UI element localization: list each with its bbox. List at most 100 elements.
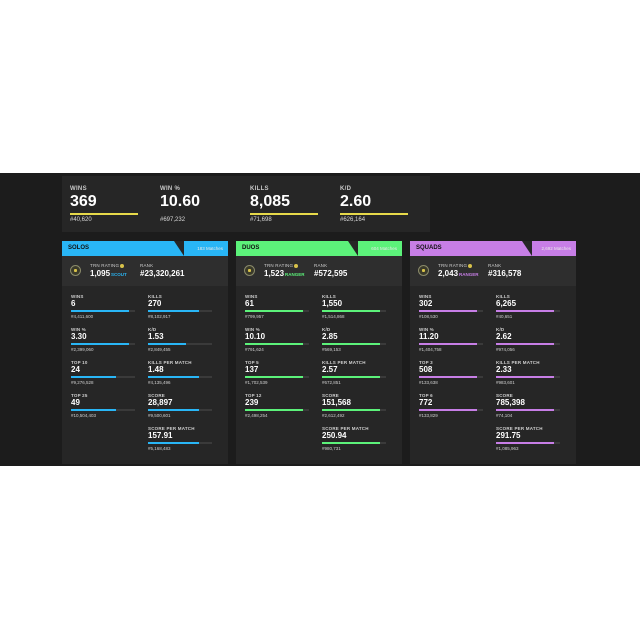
stat-label: WIN % — [419, 327, 434, 332]
stat-value: 239 — [245, 398, 259, 407]
stat-rank: #4,411,600 — [71, 314, 94, 319]
stat-label: WINS — [71, 294, 84, 299]
stat-label: KILLS — [148, 294, 162, 299]
stat-cell: WINS 302 #108,530 — [419, 294, 483, 319]
stat-label: SCORE — [496, 393, 514, 398]
stat-label: TOP 12 — [245, 393, 262, 398]
stat-progress-bar — [250, 213, 330, 215]
stat-progress-bar — [245, 310, 309, 312]
match-count: 604 Matches — [371, 246, 397, 251]
stat-progress-bar — [71, 409, 135, 411]
stat-cell: K/D 1.53 #2,849,455 — [148, 327, 212, 352]
header-notch — [522, 241, 532, 256]
help-icon[interactable] — [468, 263, 473, 268]
stat-cell: K/D 2.85 #569,153 — [322, 327, 386, 352]
help-icon[interactable] — [120, 263, 125, 268]
stat-progress-bar — [340, 213, 420, 215]
rank-label: RANK — [140, 263, 154, 268]
stat-value: 508 — [419, 365, 433, 374]
trn-rating-value: 1,523 — [264, 269, 285, 278]
stat-cell: SCORE 28,897 #9,500,601 — [148, 393, 212, 418]
stat-cell: TOP 3 508 #133,638 — [419, 360, 483, 385]
stat-progress-bar — [71, 376, 135, 378]
stat-cell: WIN % 3.30 #2,399,060 — [71, 327, 135, 352]
trn-rating-value: 2,043 — [438, 269, 459, 278]
stat-value: 250.94 — [322, 431, 347, 440]
stat-label: TOP 5 — [245, 360, 259, 365]
stat-value: 2.60 — [340, 193, 372, 210]
trn-rating-tier: RANGER — [285, 272, 305, 277]
stat-progress-bar — [71, 343, 135, 345]
stat-cell: WINS 6 #4,411,600 — [71, 294, 135, 319]
stat-label: K/D — [148, 327, 157, 332]
stat-label: K/D — [322, 327, 331, 332]
stat-value: 157.91 — [148, 431, 173, 440]
stat-value: 291.75 — [496, 431, 521, 440]
stat-progress-bar — [496, 409, 560, 411]
stat-rank: #133,638 — [419, 380, 438, 385]
stat-progress-bar — [148, 310, 212, 312]
stat-progress-bar — [496, 343, 560, 345]
trn-rating-row: TRN RATING 1,095SCOUT RANK #23,320,261 — [62, 256, 228, 286]
stat-value: 772 — [419, 398, 433, 407]
stat-label: WINS — [70, 186, 87, 192]
stat-rank: #791,624 — [245, 347, 264, 352]
stat-rank: #799,957 — [245, 314, 264, 319]
stat-rank: #40,651 — [496, 314, 513, 319]
stat-rank: #108,530 — [419, 314, 438, 319]
stat-label: TOP 25 — [71, 393, 88, 398]
stat-cell: KILLS 1,550 #1,514,868 — [322, 294, 386, 319]
trn-rating-icon — [70, 265, 81, 276]
stat-cell: SCORE 785,398 #74,104 — [496, 393, 560, 418]
trn-rating-icon — [418, 265, 429, 276]
stat-rank: #2,612,492 — [322, 413, 345, 418]
stat-progress-bar — [245, 343, 309, 345]
stat-value: 151,568 — [322, 398, 351, 407]
stat-progress-bar — [70, 213, 150, 215]
rank-value: #316,578 — [488, 269, 522, 278]
stat-label: K/D — [496, 327, 505, 332]
stat-cell: SCORE PER MATCH 291.75 #1,085,963 — [496, 426, 560, 451]
stat-label: TOP 3 — [419, 360, 433, 365]
trn-rating: TRN RATING 1,095SCOUT — [90, 263, 127, 280]
stat-label: KILLS — [496, 294, 510, 299]
stat-cell: WIN % 10.10 #791,624 — [245, 327, 309, 352]
stat-rank: #71,698 — [250, 217, 272, 223]
stat-value: 1,550 — [322, 299, 343, 308]
stat-value: 3.30 — [71, 332, 87, 341]
stat-rank: #1,702,539 — [245, 380, 268, 385]
stat-value: 11.20 — [419, 332, 439, 341]
stat-value: 270 — [148, 299, 162, 308]
stat-cell: KILLS PER MATCH 1.48 #4,135,496 — [148, 360, 212, 385]
header-notch — [174, 241, 184, 256]
stat-progress-bar — [419, 409, 483, 411]
stat-label: SCORE PER MATCH — [322, 426, 369, 431]
stat-progress-bar — [322, 442, 386, 444]
stat-progress-bar — [496, 376, 560, 378]
panel-title: SOLOS — [68, 245, 90, 251]
trn-rating-row: TRN RATING 1,523RANGER RANK #572,595 — [236, 256, 402, 286]
match-count: 2,692 Matches — [541, 246, 571, 251]
stat-label: K/D — [340, 186, 352, 192]
stat-value: 10.10 — [245, 332, 266, 341]
trn-rating-label: TRN RATING — [90, 263, 120, 268]
stat-label: WINS — [245, 294, 258, 299]
stat-value: 1.53 — [148, 332, 164, 341]
trn-rating-icon — [244, 265, 255, 276]
rank-label: RANK — [488, 263, 502, 268]
stat-rank: #697,232 — [160, 217, 186, 223]
panel-title: SQUADS — [416, 245, 442, 251]
trn-rating: TRN RATING 2,043RANGER — [438, 263, 479, 280]
stat-value: 28,897 — [148, 398, 173, 407]
stat-label: SCORE — [322, 393, 340, 398]
panel-duos: DUOS 604 Matches TRN RATING 1,523RANGER RANK… — [236, 241, 402, 464]
stat-label: KILLS PER MATCH — [322, 360, 366, 365]
trn-rating-label: TRN RATING — [438, 263, 468, 268]
stat-progress-bar — [322, 376, 386, 378]
panel-solos: SOLOS 183 Matches TRN RATING 1,095SCOUT RANK… — [62, 241, 228, 464]
overview-stat-kills: KILLS 8,085 #71,698 — [250, 186, 330, 223]
help-icon[interactable] — [294, 263, 299, 268]
panel-header: SQUADS 2,692 Matches — [410, 241, 576, 256]
stat-rank: #40,620 — [70, 217, 92, 223]
stat-value: 61 — [245, 299, 254, 308]
